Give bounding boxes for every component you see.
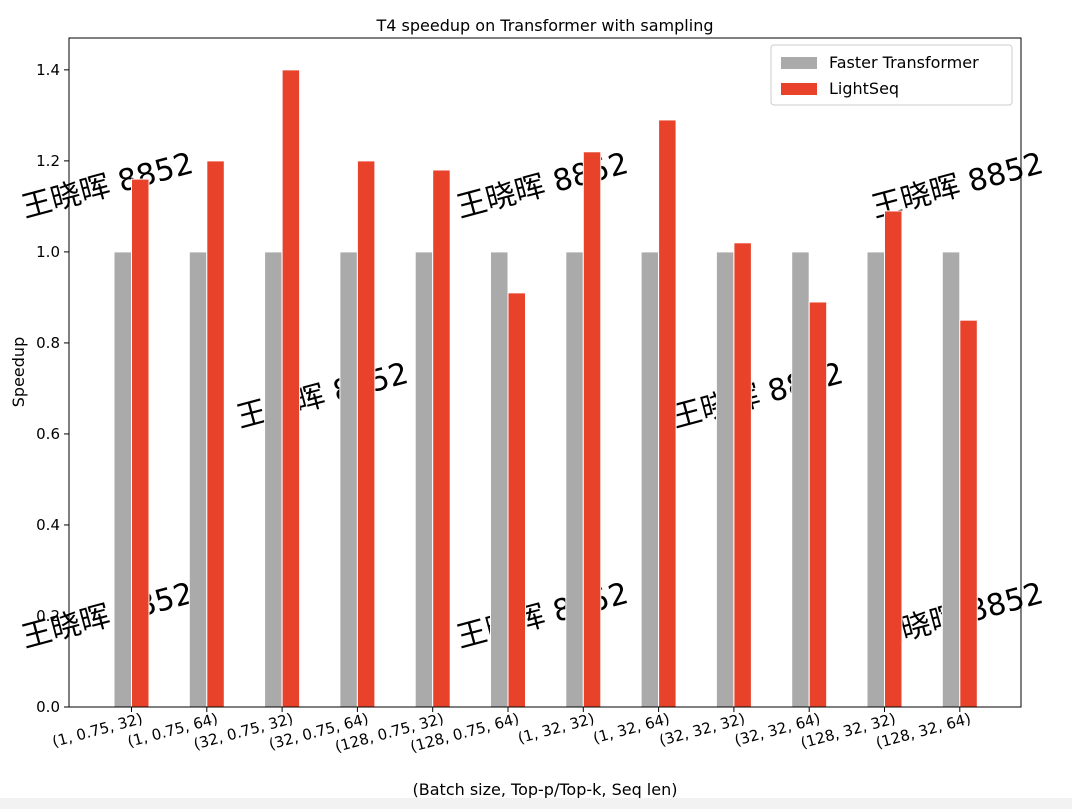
bar — [884, 210, 903, 708]
legend-label: LightSeq — [829, 79, 899, 98]
legend-box — [770, 44, 1013, 106]
plot-frame — [68, 37, 1022, 708]
y-tick-label: 0.6 — [36, 425, 60, 443]
legend-swatch — [781, 83, 817, 95]
y-tick-label: 1.2 — [36, 152, 60, 170]
y-axis: 0.0 0.2 0.4 0.6 0.8 1.0 1.2 1.4 — [36, 61, 69, 716]
bar — [640, 251, 660, 708]
bar — [658, 119, 677, 708]
watermark-text: 王晓晖 8852 — [453, 576, 632, 655]
watermark-text: 王晓晖 8852 — [233, 356, 412, 435]
y-tick-label: 0.8 — [36, 334, 60, 352]
bar — [131, 178, 150, 708]
bar — [281, 69, 301, 708]
bar — [113, 251, 132, 708]
y-tick-label: 1.4 — [36, 61, 60, 79]
y-tick-label: 0.4 — [36, 516, 60, 534]
bar — [582, 151, 602, 708]
y-tick-label: 1.0 — [36, 243, 60, 261]
bar — [507, 292, 526, 708]
bar — [490, 251, 509, 708]
bar — [959, 319, 978, 708]
y-tick-label: 0.0 — [36, 698, 60, 716]
bar — [941, 251, 961, 708]
chart-title: T4 speedup on Transformer with sampling — [376, 16, 714, 35]
bar — [791, 251, 810, 708]
legend-label: Faster Transformer — [829, 53, 979, 72]
bars — [113, 69, 978, 708]
watermark-text: 王晓晖 8852 — [453, 146, 632, 225]
x-axis-label: (Batch size, Top-p/Top-k, Seq len) — [413, 780, 678, 799]
y-tick-label: 0.2 — [36, 607, 60, 625]
bar — [206, 160, 225, 708]
bar — [414, 251, 434, 708]
x-tick-label: (32, 32, 32) — [657, 709, 747, 749]
x-tick-label: (1, 32, 32) — [516, 709, 596, 747]
legend: Faster Transformer LightSeq — [770, 44, 1013, 106]
bar — [733, 242, 752, 708]
bottom-strip — [0, 798, 1072, 809]
bar — [432, 169, 451, 708]
bar — [866, 251, 885, 708]
bar — [188, 251, 208, 708]
y-axis-label: Speedup — [9, 337, 28, 407]
legend-swatch — [781, 57, 817, 69]
bar — [808, 301, 828, 708]
bar — [715, 251, 735, 708]
bar — [264, 251, 283, 708]
x-axis: (1, 0.75, 32)(1, 0.75, 64)(32, 0.75, 32)… — [50, 707, 973, 756]
bar — [356, 160, 376, 708]
bar — [565, 251, 584, 708]
bar — [339, 251, 358, 708]
